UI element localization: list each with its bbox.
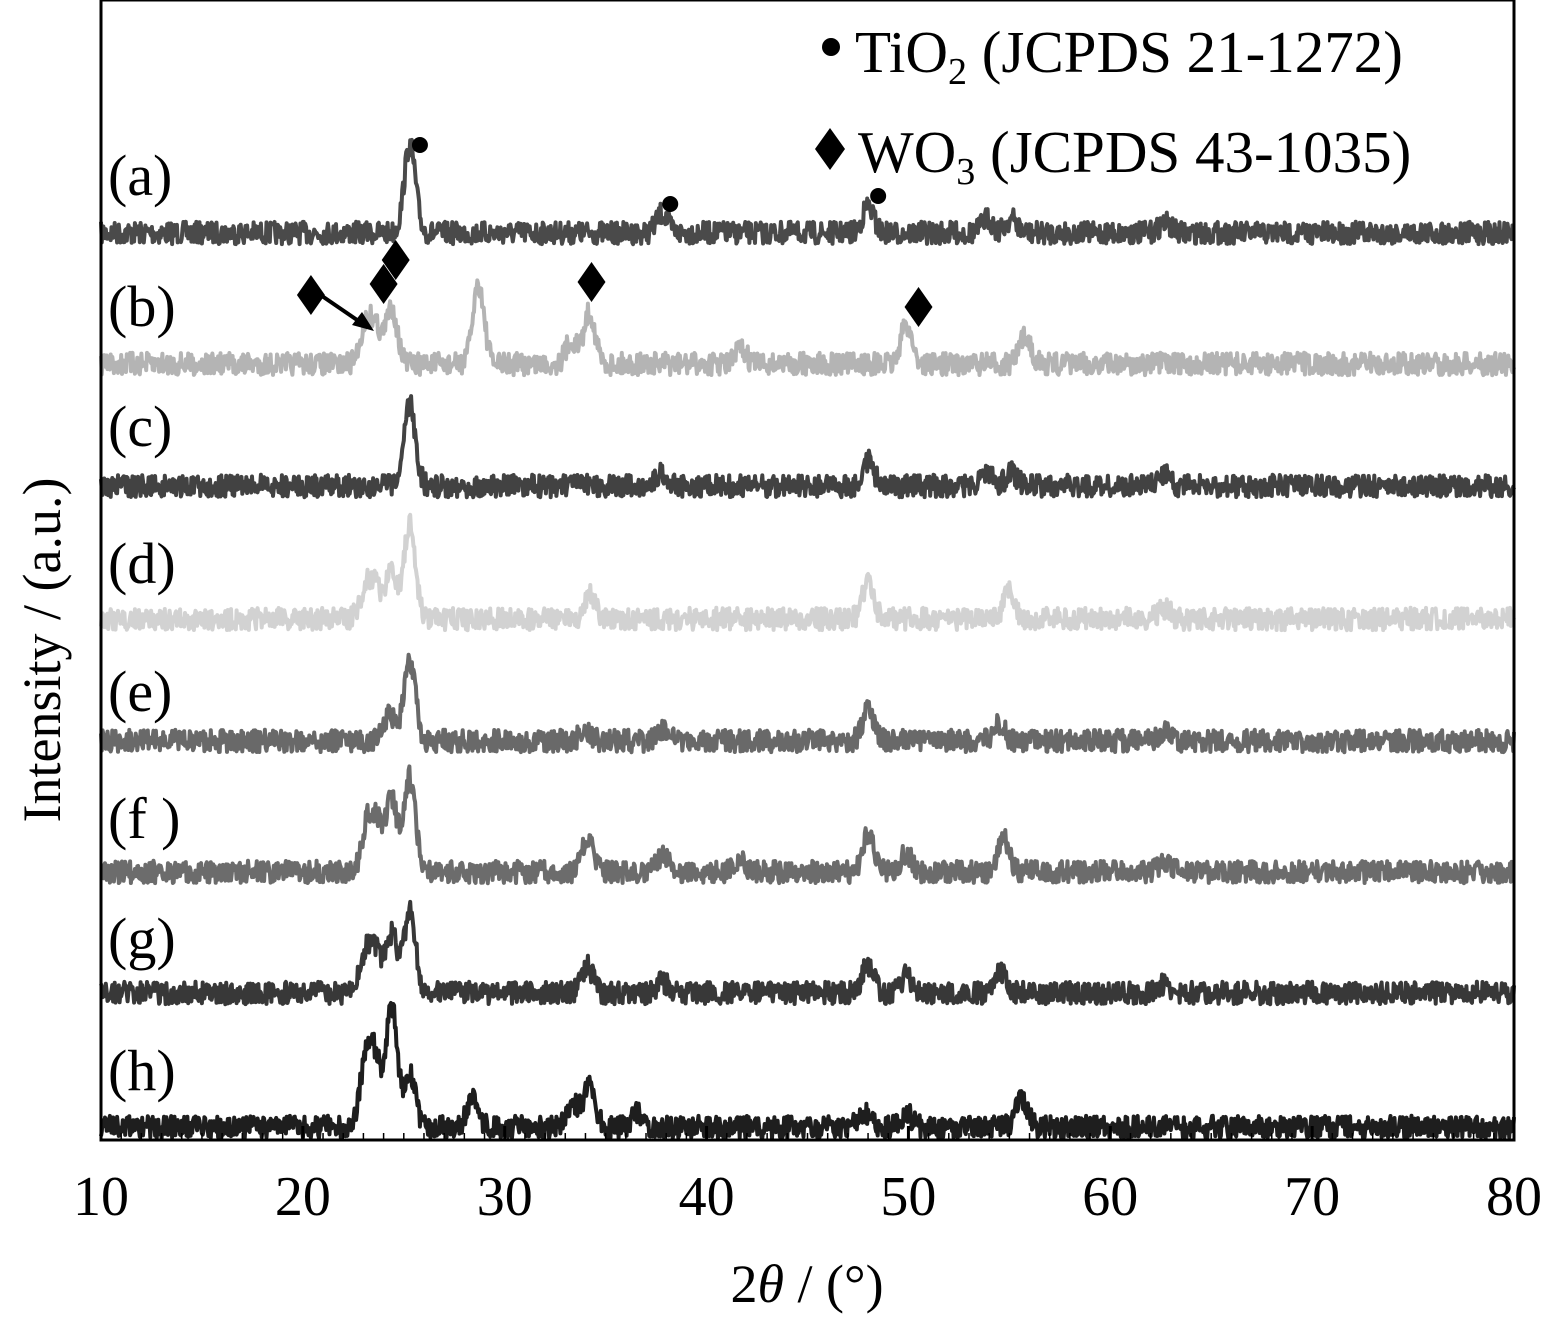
series-label-e: (e) [108,659,172,724]
series-line-g [99,899,1516,1007]
plot-frame [99,0,1516,1142]
tio2-peak-marker [662,196,679,212]
legend-label-wo3: WO3 (JCPDS 43-1035) [858,119,1411,193]
wo3-peak-marker [296,275,325,315]
trace-group [99,137,1516,1141]
x-tick-label: 30 [477,1166,533,1228]
legend-diamond-marker [815,128,845,170]
legend: TiO2 (JCPDS 21-1272) WO3 (JCPDS 43-1035) [815,19,1411,193]
series-label-group: (a) (b) (c) (d) (e) (f ) (g) (h) [108,143,180,1103]
legend-label-tio2: TiO2 (JCPDS 21-1272) [855,19,1403,93]
series-label-c: (c) [108,394,172,459]
series-label-a: (a) [108,143,172,208]
x-axis-title: 2θ / (°) [730,1254,883,1314]
wo3-peak-marker [577,262,606,302]
series-line-c [99,394,1516,500]
series-label-f: (f ) [108,786,180,851]
wo3-peak-marker [381,240,410,280]
series-line-f [99,764,1516,886]
x-tick-label: 10 [73,1166,129,1228]
x-tick-label: 50 [880,1166,936,1228]
x-tick-label-group: 10 20 30 40 50 60 70 80 [73,1166,1542,1228]
x-tick-label: 40 [679,1166,735,1228]
series-label-g: (g) [108,906,176,971]
wo3-peak-marker [369,264,398,304]
series-label-b: (b) [108,274,176,339]
x-tick-label: 70 [1284,1166,1340,1228]
annotation-arrow [320,294,374,331]
y-axis-title: Intensity / (a.u.) [12,478,72,823]
series-line-b [99,278,1516,378]
series-label-h: (h) [108,1038,176,1103]
series-line-e [99,652,1516,755]
tio2-peak-marker [411,137,428,153]
legend-circle-marker [822,38,840,56]
x-tick-label: 80 [1486,1166,1542,1228]
series-label-d: (d) [108,531,176,596]
series-line-d [99,512,1516,633]
x-tick-label: 20 [275,1166,331,1228]
series-line-h [99,1001,1516,1141]
tio2-peak-marker [870,188,887,204]
wo3-peak-marker [904,287,933,327]
series-line-a [99,137,1516,247]
marker-group [296,137,933,327]
x-tick-label: 60 [1082,1166,1138,1228]
